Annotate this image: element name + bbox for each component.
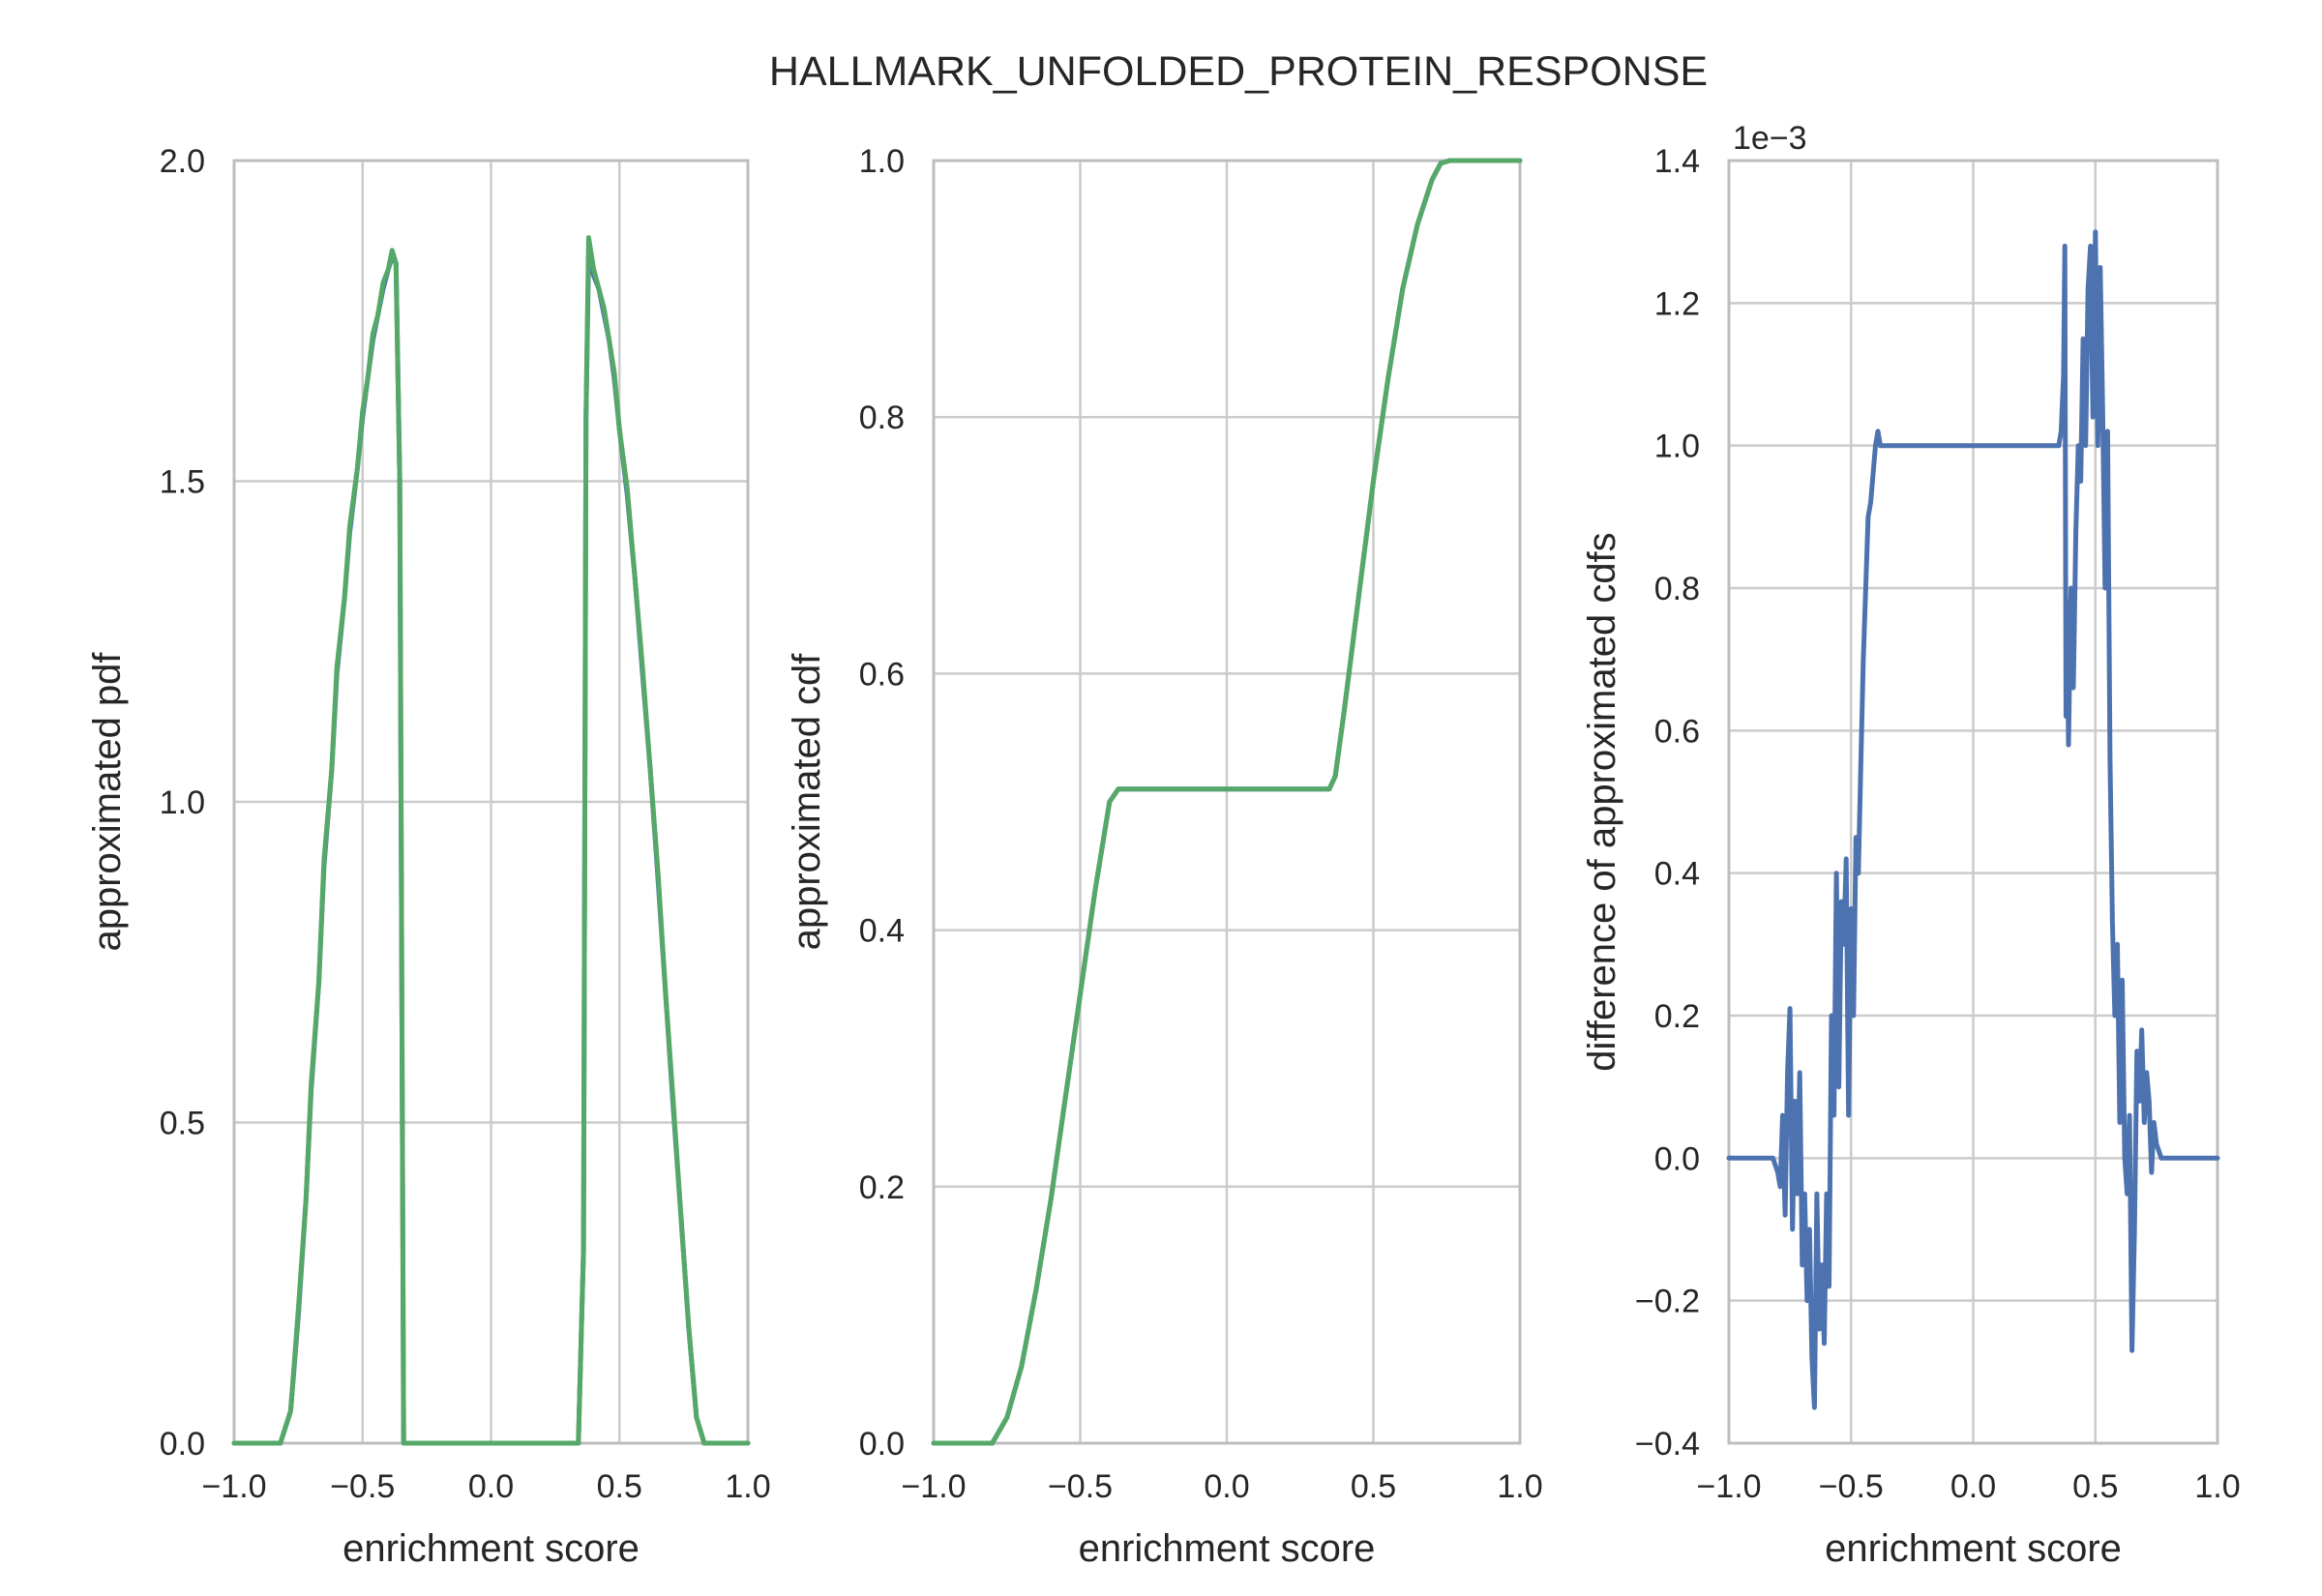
y-tick-label: 0.6 <box>859 656 905 693</box>
y-tick-label: 0.2 <box>859 1169 905 1206</box>
y-tick-label: 0.0 <box>1654 1140 1700 1177</box>
x-tick-label: 1.0 <box>725 1468 770 1505</box>
y-tick-label: 0.8 <box>1654 571 1700 607</box>
x-axis-label: enrichment score <box>1825 1527 2122 1570</box>
x-tick-label: 0.5 <box>597 1468 642 1505</box>
y-tick-label: 0.6 <box>1654 713 1700 750</box>
plot-frame <box>1727 159 2219 1445</box>
y-tick-label: 0.2 <box>1654 998 1700 1035</box>
y-tick-label: 0.0 <box>859 1426 905 1463</box>
series-line-2 <box>931 158 1523 1446</box>
y-tick-label: −0.2 <box>1635 1284 1700 1320</box>
x-tick-label: 0.5 <box>2072 1468 2118 1505</box>
cdf-difference-panel: −1.0 −0.5 0.0 0.5 1.0 −0.4 −0.2 0.0 0.2 0.4 0.6 0.8… <box>1581 120 2241 1570</box>
panels: −1.0 −0.5 0.0 0.5 1.0 0.0 0.5 1.0 1.5 2.0 enrichme… <box>86 120 2241 1570</box>
y-tick-label: 0.8 <box>859 399 905 436</box>
plot-frame <box>932 159 1522 1445</box>
cdf-panel: −1.0 −0.5 0.0 0.5 1.0 0.0 0.2 0.4 0.6 0.8 1.0 enric… <box>786 143 1543 1570</box>
x-tick-label: −0.5 <box>330 1468 395 1505</box>
y-tick-label: 0.0 <box>160 1426 205 1463</box>
y-tick-label: 1.4 <box>1654 143 1700 180</box>
x-tick-label: −1.0 <box>1696 1468 1761 1505</box>
y-tick-label: 1.5 <box>160 464 205 501</box>
y-tick-label: 0.4 <box>1654 856 1700 893</box>
x-tick-label: 0.0 <box>1950 1468 1996 1505</box>
x-tick-label: 1.0 <box>1497 1468 1542 1505</box>
x-axis-label: enrichment score <box>342 1527 640 1570</box>
x-tick-label: 1.0 <box>2194 1468 2240 1505</box>
x-axis-label: enrichment score <box>1079 1527 1376 1570</box>
x-tick-label: −1.0 <box>901 1468 966 1505</box>
y-axis-label: approximated cdf <box>786 653 828 951</box>
figure-title: HALLMARK_UNFOLDED_PROTEIN_RESPONSE <box>769 48 1708 95</box>
x-tick-label: 0.0 <box>1204 1468 1249 1505</box>
pdf-panel: −1.0 −0.5 0.0 0.5 1.0 0.0 0.5 1.0 1.5 2.0 enrichme… <box>86 143 771 1570</box>
x-tick-label: −0.5 <box>1048 1468 1113 1505</box>
x-tick-label: 0.5 <box>1351 1468 1396 1505</box>
y-tick-label: 1.0 <box>1654 429 1700 465</box>
y-tick-label: 1.0 <box>859 143 905 180</box>
series-line-1 <box>1726 229 2220 1410</box>
x-tick-label: −1.0 <box>201 1468 266 1505</box>
y-tick-label: −0.4 <box>1635 1426 1700 1463</box>
y-axis-label: approximated pdf <box>86 652 129 952</box>
y-tick-label: 1.0 <box>160 784 205 821</box>
y-tick-label: 0.4 <box>859 913 905 950</box>
axis-offset-label: 1e−3 <box>1733 120 1807 157</box>
y-tick-label: 2.0 <box>160 143 205 180</box>
y-tick-label: 0.5 <box>160 1106 205 1142</box>
series-line-2 <box>231 235 751 1446</box>
y-axis-label: difference of approximated cdfs <box>1581 532 1623 1071</box>
x-tick-label: −0.5 <box>1819 1468 1884 1505</box>
x-tick-label: 0.0 <box>468 1468 514 1505</box>
y-tick-label: 1.2 <box>1654 285 1700 322</box>
